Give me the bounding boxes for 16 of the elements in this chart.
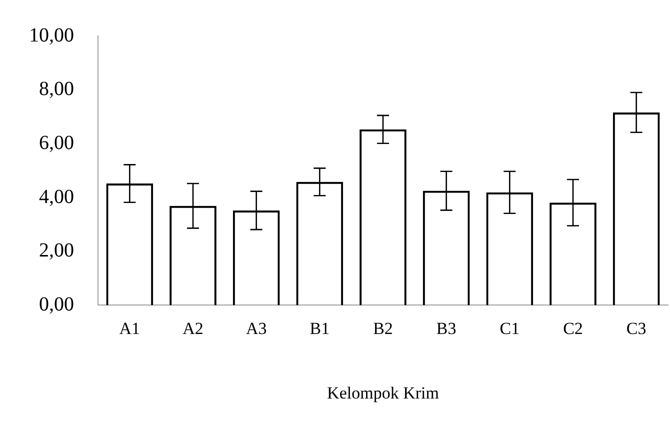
- x-tick-label: A2: [182, 318, 204, 338]
- x-axis-title: Kelompok Krim: [327, 383, 439, 402]
- x-tick-label: B1: [310, 318, 330, 338]
- y-tick-label: 6,00: [39, 132, 74, 154]
- y-tick-label: 8,00: [39, 78, 74, 100]
- x-tick-label: B2: [373, 318, 393, 338]
- x-tick-label: C2: [563, 318, 583, 338]
- y-tick-label: 4,00: [39, 186, 74, 208]
- x-tick-label: C1: [500, 318, 520, 338]
- x-tick-label: B3: [436, 318, 456, 338]
- x-tick-label: A3: [246, 318, 267, 338]
- y-tick-label: 2,00: [39, 240, 74, 262]
- y-tick-label: 10,00: [29, 24, 74, 46]
- x-tick-label: C3: [626, 318, 646, 338]
- x-tick-label: A1: [119, 318, 140, 338]
- y-tick-label: 0,00: [39, 293, 74, 316]
